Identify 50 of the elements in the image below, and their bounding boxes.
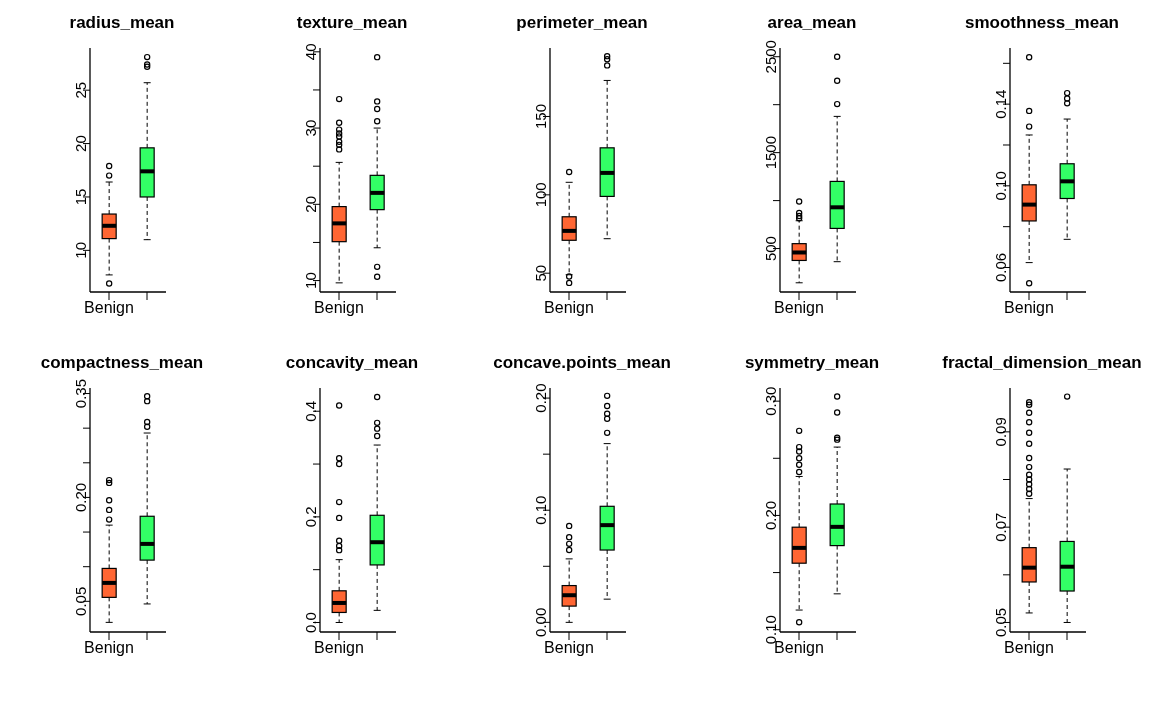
y-tick-label: 20	[72, 135, 90, 152]
chart-title: perimeter_mean	[515, 12, 649, 34]
y-tick-label: 0.4	[302, 400, 320, 422]
y-tick-label: 150	[532, 103, 550, 129]
x-tick-label: Benign	[84, 639, 134, 657]
y-tick-label: 0.20	[72, 482, 90, 513]
y-tick-label: 10	[302, 272, 320, 289]
y-tick-label: 0.14	[992, 89, 1010, 119]
chart-title: area_mean	[766, 12, 858, 34]
x-tick-label: Benign	[774, 299, 824, 317]
chart-title: fractal_dimension_mean	[941, 352, 1143, 374]
y-tick-label: 0.09	[992, 417, 1010, 447]
y-tick-label: 0.05	[992, 607, 1010, 638]
y-tick-label: 500	[762, 236, 780, 262]
y-tick-label: 30	[302, 119, 320, 137]
x-tick-label: Benign	[84, 299, 134, 317]
x-tick-label: Benign	[314, 639, 364, 657]
y-tick-label: 0.06	[992, 252, 1010, 283]
y-tick-label: 0.10	[532, 495, 550, 525]
chart-title: smoothness_mean	[964, 12, 1120, 34]
y-tick-label: 10	[72, 242, 90, 259]
chart-title: compactness_mean	[39, 352, 205, 374]
y-tick-label: 0.35	[72, 378, 90, 409]
y-tick-label: 2500	[762, 40, 780, 74]
y-tick-label: 50	[532, 264, 550, 282]
y-tick-label: 1500	[762, 135, 780, 170]
y-tick-label: 0.2	[302, 506, 320, 528]
y-tick-label: 25	[72, 81, 90, 99]
chart-title: symmetry_mean	[743, 352, 881, 374]
x-tick-label: Benign	[544, 299, 594, 317]
chart-title: concave.points_mean	[492, 352, 672, 374]
y-tick-label: 40	[302, 43, 320, 61]
y-tick-label: 20	[302, 195, 320, 213]
chart-title: concavity_mean	[284, 352, 420, 374]
x-tick-label: Benign	[544, 639, 594, 657]
x-tick-label: Benign	[1004, 639, 1054, 657]
y-tick-label: 0.0	[302, 612, 320, 633]
x-tick-label: Benign	[1004, 299, 1054, 317]
chart-title: radius_mean	[68, 12, 176, 34]
y-tick-label: 15	[72, 188, 90, 206]
y-tick-label: 100	[532, 182, 550, 208]
y-tick-label: 0.10	[992, 171, 1010, 201]
y-tick-label: 0.20	[762, 500, 780, 531]
y-tick-label: 0.07	[992, 512, 1010, 542]
y-tick-label: 0.05	[72, 586, 90, 616]
y-tick-label: 0.20	[532, 383, 550, 413]
chart-title: texture_mean	[295, 12, 409, 34]
y-tick-label: 0.00	[532, 607, 550, 637]
x-tick-label: Benign	[314, 299, 364, 317]
y-tick-label: 0.30	[762, 386, 780, 416]
